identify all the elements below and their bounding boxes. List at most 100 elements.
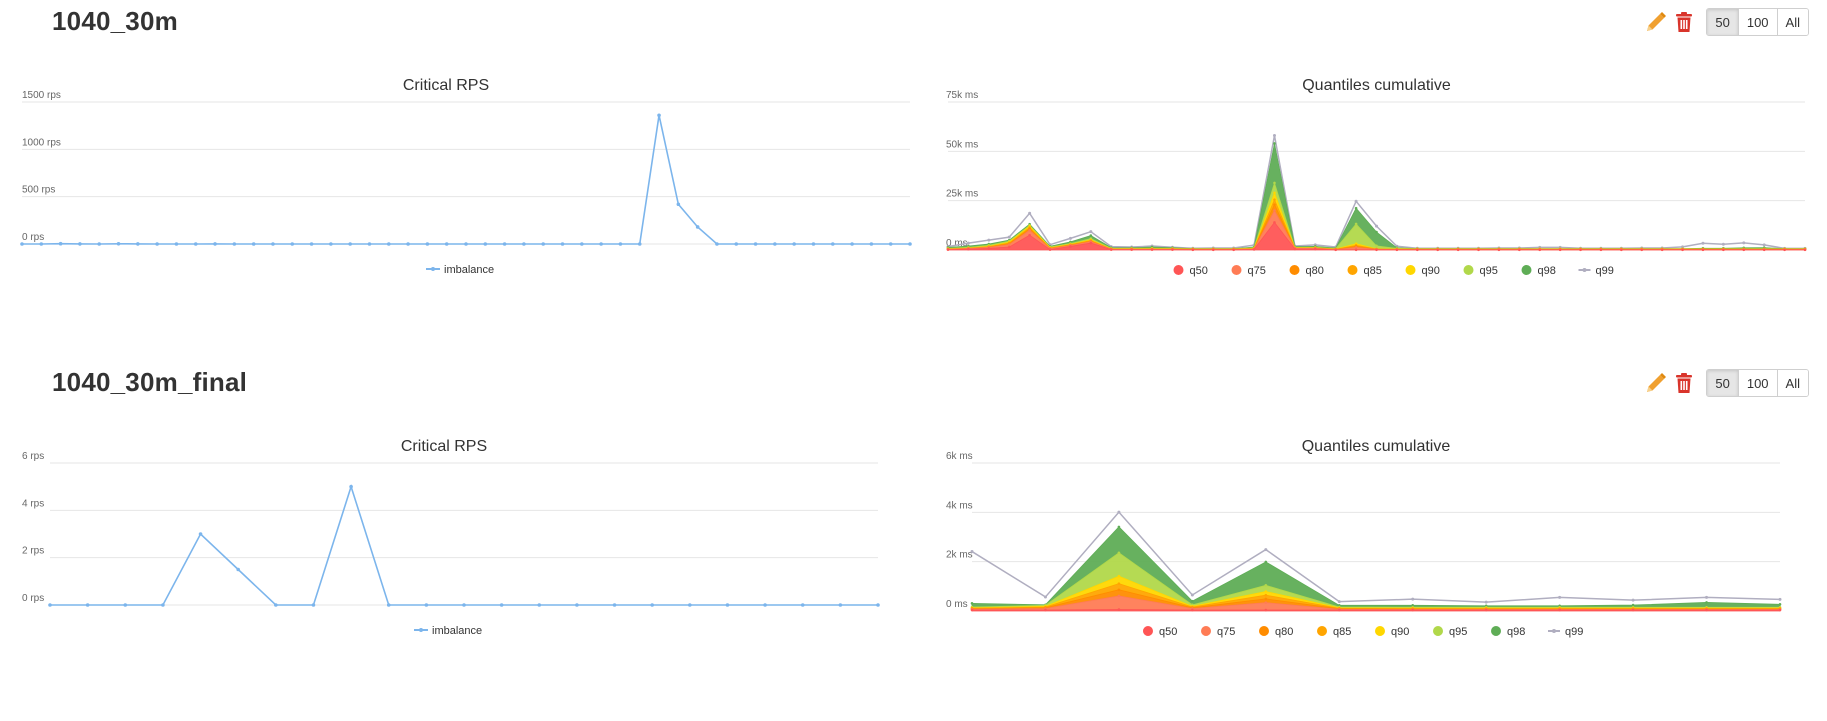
quantiles-cumulative-chart: Quantiles cumulative 0 ms 2k ms 4k ms 6k ms q…	[930, 433, 1810, 653]
range-all-button[interactable]: All	[1776, 370, 1808, 396]
y-tick-label: 0 ms	[946, 238, 968, 249]
data-point	[1232, 248, 1235, 252]
data-point	[1028, 211, 1032, 215]
legend-marker-dot	[1552, 629, 1556, 633]
data-point	[274, 603, 278, 607]
data-point	[1762, 243, 1766, 247]
data-point	[1354, 246, 1358, 249]
data-point	[386, 242, 391, 246]
y-tick-label: 0 ms	[946, 599, 968, 610]
data-point	[20, 242, 24, 246]
data-point	[1762, 248, 1766, 252]
y-tick-label: 2 rps	[22, 546, 44, 557]
data-point	[541, 242, 546, 246]
data-point	[1150, 248, 1154, 251]
legend-label: q85	[1364, 265, 1382, 277]
data-point	[1558, 248, 1562, 252]
legend-marker	[1433, 626, 1443, 636]
data-point	[1599, 248, 1603, 252]
data-point	[1660, 248, 1664, 252]
y-tick-label: 1000 rps	[22, 137, 61, 148]
range-50-button[interactable]: 50	[1707, 370, 1738, 396]
y-tick-label: 25k ms	[946, 189, 978, 200]
y-tick-label: 6 rps	[22, 451, 44, 462]
data-point	[1117, 551, 1121, 555]
data-point	[1579, 248, 1582, 252]
data-point	[1354, 206, 1358, 210]
range-100-button[interactable]: 100	[1737, 9, 1777, 35]
data-point	[650, 603, 654, 607]
data-point	[1705, 608, 1708, 612]
data-point	[367, 242, 372, 246]
section-toolbar: 50 100 All	[1644, 369, 1809, 397]
legend-label: q98	[1538, 265, 1556, 277]
legend-label: q95	[1449, 626, 1467, 638]
data-point	[1130, 248, 1133, 251]
trash-icon[interactable]	[1672, 10, 1696, 34]
data-point	[1631, 603, 1635, 607]
data-point	[987, 247, 991, 250]
legend-label: q98	[1507, 626, 1525, 638]
data-point	[97, 242, 102, 246]
data-point	[424, 603, 429, 607]
legend-label: q80	[1306, 265, 1324, 277]
y-tick-label: 50k ms	[946, 139, 978, 150]
data-point	[763, 603, 767, 607]
data-point	[1273, 203, 1276, 206]
data-point	[1264, 584, 1268, 587]
legend-label: q50	[1159, 626, 1177, 638]
range-50-button[interactable]: 50	[1707, 9, 1738, 35]
section-title: 1040_30m	[52, 6, 178, 36]
legend-label: imbalance	[432, 625, 482, 637]
data-point	[970, 550, 974, 554]
y-tick-label: 4 rps	[22, 498, 44, 509]
pencil-icon[interactable]	[1644, 10, 1668, 34]
legend: imbalance	[414, 625, 482, 637]
data-point	[1264, 601, 1268, 604]
data-point	[1701, 241, 1705, 245]
data-point	[715, 242, 719, 246]
data-point	[1264, 590, 1268, 593]
range-all-button[interactable]: All	[1776, 9, 1808, 35]
pencil-icon[interactable]	[1644, 371, 1668, 395]
data-point	[1783, 248, 1786, 252]
data-point	[1191, 599, 1194, 603]
data-point	[1089, 230, 1093, 234]
chart-svg: Critical RPS 0 rps 500 rps 1000 rps 1500 rps…	[20, 77, 912, 276]
data-point	[1705, 601, 1708, 604]
data-point	[1264, 593, 1268, 597]
series-line-imbalance	[50, 484, 878, 606]
critical-rps-chart: Critical RPS 0 rps 500 rps 1000 rps 1500 rps…	[10, 72, 912, 292]
data-point	[251, 242, 256, 246]
legend-marker	[1143, 626, 1153, 636]
data-point	[970, 608, 974, 612]
data-point	[1273, 181, 1276, 185]
data-point	[1089, 241, 1093, 245]
data-point	[1069, 245, 1072, 248]
data-point	[1191, 608, 1194, 612]
data-point	[1028, 233, 1031, 237]
data-point	[876, 603, 880, 607]
data-point	[1007, 235, 1011, 239]
legend-label: q85	[1333, 626, 1351, 638]
data-point	[502, 242, 507, 246]
data-point	[1558, 608, 1561, 612]
trash-icon[interactable]	[1672, 371, 1696, 395]
data-point	[575, 603, 579, 607]
data-point	[136, 242, 140, 246]
legend-marker	[1231, 265, 1242, 275]
data-point	[1048, 248, 1052, 251]
data-point	[1313, 247, 1317, 251]
data-point	[1484, 608, 1488, 612]
data-point	[213, 242, 217, 246]
data-point	[1681, 248, 1684, 252]
data-point	[537, 603, 542, 607]
data-point	[1477, 248, 1480, 252]
range-100-button[interactable]: 100	[1737, 370, 1777, 396]
data-point	[1497, 248, 1501, 252]
data-point	[1007, 243, 1011, 246]
chart-svg: Quantiles cumulative 0 ms 2k ms 4k ms 6k ms q…	[946, 438, 1782, 638]
data-point	[1701, 248, 1705, 252]
legend-marker	[1201, 626, 1211, 636]
data-point	[1778, 597, 1782, 601]
